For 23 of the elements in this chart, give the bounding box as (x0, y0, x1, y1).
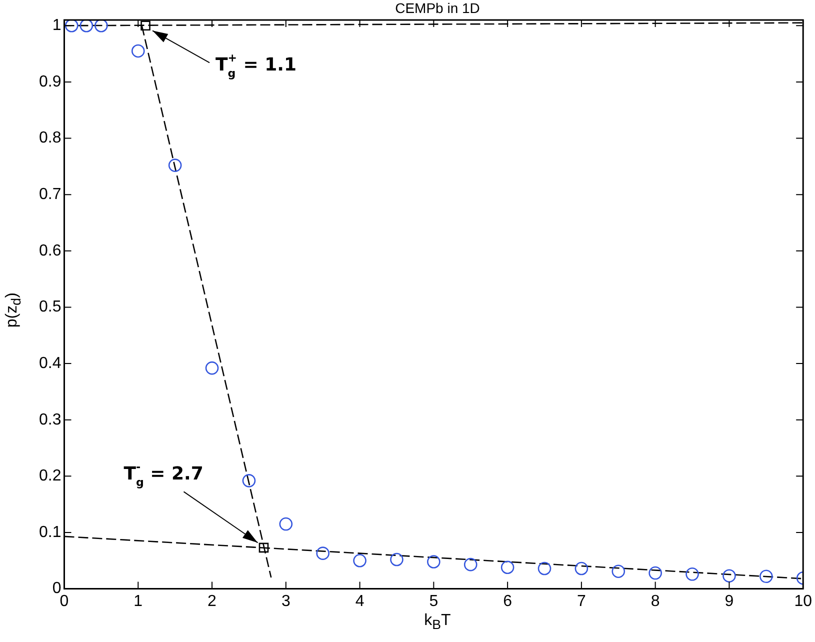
x-tick-label: 5 (429, 592, 438, 610)
y-tick-label: 1 (52, 17, 62, 34)
x-tick-label: 7 (576, 592, 586, 610)
x-tick-label: 6 (503, 592, 512, 610)
y-tick-label: 0.6 (38, 242, 62, 260)
y-tick-label: 0.4 (38, 354, 62, 372)
y-tick-label: 0.9 (38, 73, 62, 90)
x-tick-label: 1 (134, 592, 143, 610)
x-tick-label: 10 (794, 592, 812, 610)
y-tick-label: 0.7 (38, 186, 62, 203)
x-tick-label: 3 (281, 592, 290, 610)
chart-title: CEMPb in 1D (394, 0, 481, 16)
x-tick-label: 9 (724, 592, 734, 610)
x-tick-label: 4 (355, 592, 364, 610)
y-tick-label: 0.8 (38, 130, 62, 147)
y-tick-label: 0.2 (38, 468, 62, 485)
y-tick-label: 0.5 (38, 298, 62, 316)
x-tick-label: 8 (650, 592, 660, 610)
y-tick-label: 0 (52, 580, 62, 598)
y-tick-label: 0.3 (38, 411, 62, 428)
y-tick-label: 0.1 (38, 524, 62, 541)
x-axis-title: k$_{B}$T (423, 612, 452, 632)
x-tick-label: 2 (208, 592, 217, 610)
